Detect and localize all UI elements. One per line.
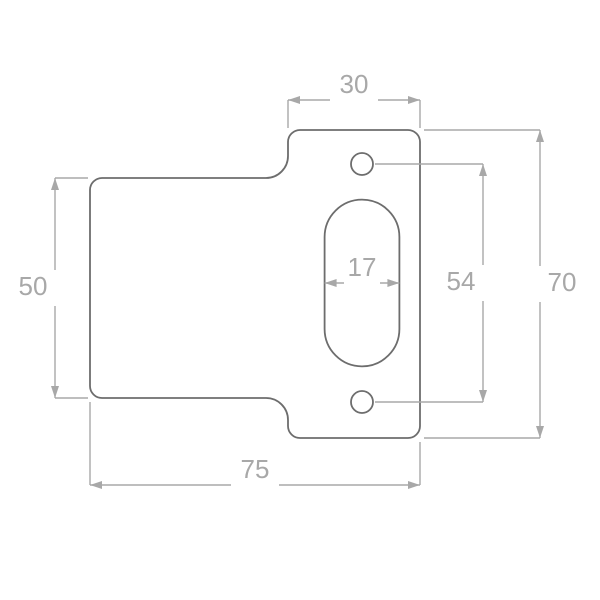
dimension-arrow	[288, 96, 300, 104]
dimension-70: 70	[548, 267, 577, 297]
dimension-75: 75	[241, 454, 270, 484]
dimension-arrow	[387, 279, 399, 287]
dimension-arrow	[408, 96, 420, 104]
dimension-50: 50	[19, 271, 48, 301]
dimension-30: 30	[340, 69, 369, 99]
dimension-arrow	[51, 178, 59, 190]
part-outline	[90, 130, 420, 438]
dimension-17: 17	[348, 252, 377, 282]
dimension-arrow	[408, 481, 420, 489]
dimension-arrow	[536, 130, 544, 142]
hole-top	[351, 153, 373, 175]
dimension-arrow	[51, 386, 59, 398]
dimension-arrow	[325, 279, 337, 287]
dimension-arrow	[479, 164, 487, 176]
dimension-54: 54	[447, 266, 476, 296]
dimension-arrow	[90, 481, 102, 489]
dimension-arrow	[479, 390, 487, 402]
dimension-arrow	[536, 426, 544, 438]
hole-bottom	[351, 391, 373, 413]
